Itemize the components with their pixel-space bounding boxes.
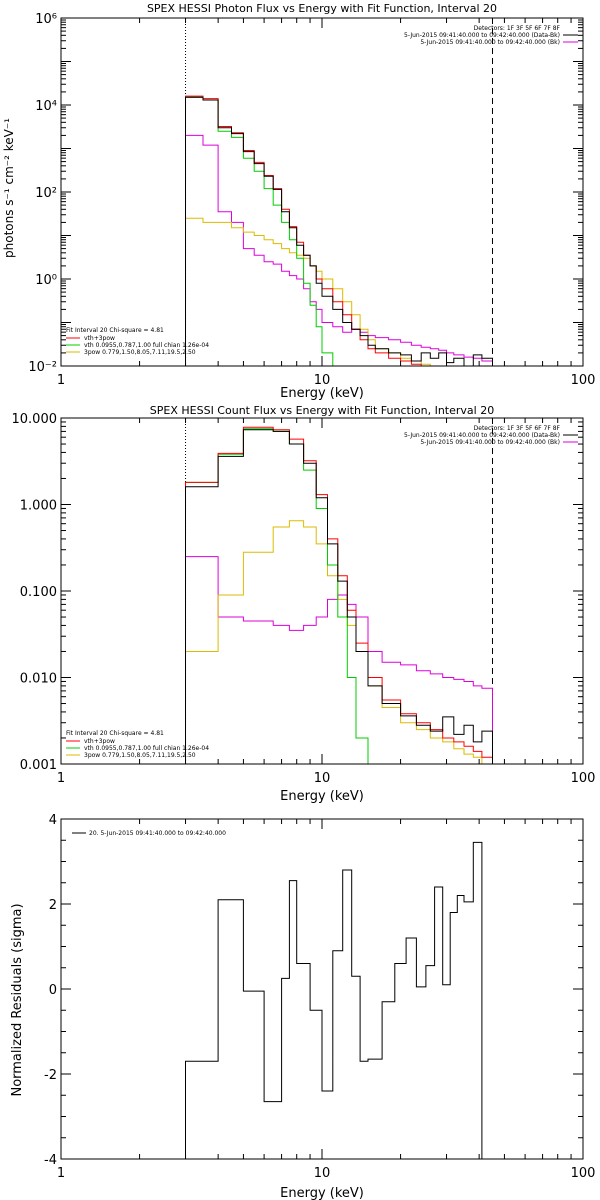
panel1-series-0 xyxy=(185,556,493,764)
residuals-legend: 20. 5-Jun-2015 09:41:40.000 to 09:42:40.… xyxy=(72,830,226,837)
photon-flux-ylabel: photons s⁻¹ cm⁻² keV⁻¹ xyxy=(2,118,16,258)
panel2-ytick-label: -2 xyxy=(44,1068,57,1083)
panel0-series-2 xyxy=(185,96,352,367)
panel2-xtick-label: 100 xyxy=(571,1166,596,1181)
count-flux-frame xyxy=(60,417,584,765)
count-flux-legend-pow: 3pow 0.779,1.50,8.05,7.11,19.5,2.50 xyxy=(84,752,196,759)
photon-flux-legend-data: 5-Jun-2015 09:41:40.000 to 09:42:40.000 … xyxy=(404,32,560,39)
panel2-ytick-label: 4 xyxy=(49,813,57,828)
photon-flux-legend-bottom: Fit Interval 20 Chi-square = 4.81 vth+3p… xyxy=(66,327,209,356)
panel1-xtick-label: 10 xyxy=(314,771,331,786)
panel0-ytick-label: 10⁰ xyxy=(35,273,57,288)
photon-flux-title: SPEX HESSI Photon Flux vs Energy with Fi… xyxy=(147,2,497,15)
count-flux-xlabel: Energy (keV) xyxy=(280,789,364,804)
count-flux-legend-bottom: Fit Interval 20 Chi-square = 4.81 vth+3p… xyxy=(66,730,209,759)
photon-flux-panel: SPEX HESSI Photon Flux vs Energy with Fi… xyxy=(2,2,595,401)
photon-flux-axes: 1 10 100 10⁻² 10⁰ 10² 10⁴ 10⁶ xyxy=(28,12,595,388)
panel2-xtick-label: 10 xyxy=(314,1166,331,1181)
panel0-series-4 xyxy=(185,96,493,367)
panel1-xtick-label: 1 xyxy=(57,771,65,786)
count-flux-axes: 1 10 100 0.001 0.010 0.100 1.000 10.000 xyxy=(12,412,596,786)
residuals-axes: 1 10 100 -4 -2 0 2 4 xyxy=(44,813,595,1181)
residuals-legend-label: 20. 5-Jun-2015 09:41:40.000 to 09:42:40.… xyxy=(89,830,226,837)
photon-flux-legend-bk: 5-Jun-2015 09:41:40.000 to 09:42:40.000 … xyxy=(420,39,560,46)
photon-flux-legend-top: Detectors: 1F 3F 5F 6F 7F 8F 5-Jun-2015 … xyxy=(404,25,578,46)
panel1-ytick-label: 0.010 xyxy=(20,672,57,687)
photon-flux-xlabel: Energy (keV) xyxy=(280,386,364,401)
photon-flux-legend-fit: Fit Interval 20 Chi-square = 4.81 xyxy=(66,327,164,334)
count-flux-legend-data: 5-Jun-2015 09:41:40.000 to 09:42:40.000 … xyxy=(404,432,560,439)
panel0-ytick-label: 10⁶ xyxy=(35,12,57,27)
photon-flux-plot-area xyxy=(185,18,493,367)
panel1-series-1 xyxy=(185,520,493,765)
panel2-ytick-label: 2 xyxy=(49,898,57,913)
panel2-ytick-label: 0 xyxy=(49,983,57,998)
panel0-ytick-label: 10⁴ xyxy=(35,99,57,114)
panel0-series-1 xyxy=(185,217,493,367)
panel0-xtick-label: 1 xyxy=(57,373,65,388)
count-flux-panel: SPEX HESSI Count Flux vs Energy with Fit… xyxy=(12,404,596,804)
count-flux-legend-bk: 5-Jun-2015 09:41:40.000 to 09:42:40.000 … xyxy=(420,439,560,446)
panel2-series-0 xyxy=(185,841,493,1160)
residuals-ylabel: Normalized Residuals (sigma) xyxy=(10,903,25,1096)
panel2-ytick-label: -4 xyxy=(44,1153,57,1168)
count-flux-legend-fit: Fit Interval 20 Chi-square = 4.81 xyxy=(66,730,164,737)
panel2-xtick-label: 1 xyxy=(57,1166,65,1181)
photon-flux-legend-detectors: Detectors: 1F 3F 5F 6F 7F 8F xyxy=(474,25,561,32)
residuals-plot-area xyxy=(185,841,493,1160)
residuals-xlabel: Energy (keV) xyxy=(280,1186,364,1200)
panel1-xtick-label: 100 xyxy=(571,771,596,786)
panel1-ytick-label: 10.000 xyxy=(12,412,58,427)
count-flux-legend-total: vth+3pow xyxy=(84,738,115,745)
count-flux-plot-area xyxy=(185,418,493,765)
panel1-series-2 xyxy=(185,428,369,764)
panel0-xtick-label: 10 xyxy=(314,373,331,388)
photon-flux-legend-total: vth+3pow xyxy=(84,335,115,342)
panel0-ytick-label: 10⁻² xyxy=(28,360,57,375)
panel1-ytick-label: 0.100 xyxy=(20,585,57,600)
count-flux-legend-detectors: Detectors: 1F 3F 5F 6F 7F 8F xyxy=(474,425,561,432)
count-flux-title: SPEX HESSI Count Flux vs Energy with Fit… xyxy=(150,404,494,417)
panel1-series-4 xyxy=(185,429,493,764)
panel0-xtick-label: 100 xyxy=(571,373,596,388)
count-flux-legend-vth: vth 0.0955,0.787,1.00 full chian 1.26e-0… xyxy=(84,745,209,752)
panel0-series-0 xyxy=(185,134,493,366)
count-flux-legend-top: Detectors: 1F 3F 5F 6F 7F 8F 5-Jun-2015 … xyxy=(404,425,578,446)
panel1-ytick-label: 0.001 xyxy=(20,758,57,773)
panel1-ytick-label: 1.000 xyxy=(20,499,57,514)
photon-flux-legend-pow: 3pow 0.779,1.50,8.05,7.11,19.5,2.50 xyxy=(84,349,196,356)
panel1-series-3 xyxy=(185,426,493,764)
residuals-frame xyxy=(60,818,584,1160)
panel0-ytick-label: 10² xyxy=(35,186,57,201)
residuals-panel: Normalized Residuals (sigma) Energy (keV… xyxy=(10,813,595,1200)
photon-flux-legend-vth: vth 0.0955,0.787,1.00 full chian 1.26e-0… xyxy=(84,342,209,349)
